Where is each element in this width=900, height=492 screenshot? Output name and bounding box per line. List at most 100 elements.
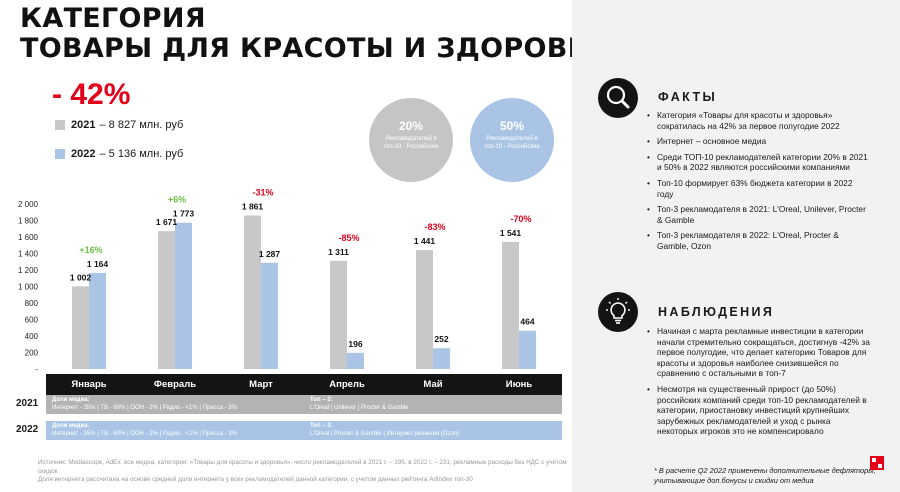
y-tick-label: 1 400 [18,250,39,259]
y-tick-label: - [35,365,38,374]
month-label-1: Январь [71,379,107,390]
row-2021-year: 2021 [16,398,39,409]
fact-item-3: Среди ТОП-10 рекламодателей категории 20… [646,152,871,173]
change-label-6: -70% [510,214,531,224]
data-label-2021-5: 1 441 [414,236,436,246]
legend-swatch-2022 [55,149,65,159]
legend-2022: 2022 – 5 136 млн. руб [55,148,183,160]
row-2022-top3: Топ – 3: L'Oreal | Procter & Gamble | Ин… [304,421,562,440]
data-label-2021-6: 1 541 [500,228,522,238]
source-footnote: Источник: Mediascope, AdEx, все медиа, к… [38,459,567,483]
legend-text-2021: – 8 827 млн. руб [99,119,184,131]
facts-list: Категория «Товары для красоты и здоровья… [646,110,871,257]
month-label-2: Февраль [153,379,197,390]
y-tick-label: 800 [25,299,39,308]
total-change: - 42% [52,78,131,111]
observations-title: НАБЛЮДЕНИЯ [658,305,775,319]
bar-2021-5 [416,250,433,369]
row-2022-year: 2022 [16,424,39,435]
bar-2022-3 [261,262,278,369]
bar-2021-2 [158,231,175,369]
data-label-2021-2: 1 671 [156,217,178,227]
y-tick-label: 1 800 [18,217,39,226]
row-2022: 2022 Доли медиа: Интернет - 35% | ТВ - 6… [0,421,562,440]
y-tick-label: 200 [25,349,39,358]
bar-2022-2 [175,222,192,369]
month-label-6: Июнь [505,379,533,390]
row-2022-media: Доли медиа: Интернет - 35% | ТВ - 60% | … [46,421,304,440]
y-tick-label: 400 [25,332,39,341]
fact-item-4: Топ-10 формирует 63% бюджета категории в… [646,178,871,199]
change-label-1: +16% [79,245,102,255]
fact-item-6: Топ-3 рекламодателя в 2022: L'Oreal, Pro… [646,230,871,251]
row-2022-top3-text: L'Oreal | Procter & Gamble | Интернет ре… [310,430,460,437]
row-2022-media-title: Доли медиа: [52,423,90,429]
bubble-2021-text: Рекламодателей в топ-10 - Российские [383,136,439,150]
y-tick-label: 1 200 [18,266,39,275]
y-tick-label: 1 600 [18,233,39,242]
bubble-2021-pct: 20% [398,119,424,133]
bar-2022-4 [347,352,364,369]
legend-year-2022: 2022 [71,148,96,160]
data-label-2022-4: 196 [348,339,362,349]
data-label-2021-4: 1 311 [328,247,349,257]
change-label-3: -31% [252,187,273,197]
month-label-4: Апрель [329,379,365,390]
month-header-row: Январь Февраль Март Апрель Май Июнь [46,374,562,395]
row-2021-media-title: Доли медиа: [52,397,90,403]
row-2021: 2021 Доли медиа: Интернет - 35% | ТВ - 6… [0,395,562,414]
magnifier-icon [598,78,638,118]
deflator-note: * В расчете Q2 2022 применены дополнител… [654,466,876,485]
row-2021-top3-text: L'Oreal | Unilever | Procter & Gamble [310,404,409,411]
legend-swatch-2021 [55,120,65,130]
facts-title: ФАКТЫ [658,90,718,104]
row-2021-media: Доли медиа: Интернет - 35% | ТВ - 60% | … [46,395,304,414]
row-2022-top3-title: Топ – 3: [310,423,333,429]
bar-2021-6 [502,241,519,369]
change-label-4: -85% [338,233,359,243]
month-label-5: Май [423,379,443,390]
observations-list: Начиная с марта рекламные инвестиции в к… [646,326,871,442]
legend-text-2022: – 5 136 млн. руб [99,148,184,160]
data-label-2022-6: 464 [520,317,534,327]
bar-2021-4 [330,260,347,369]
bar-chart: - 200 400 600 800 1 000 1 200 1 400 1 600 1 800 2 … [18,187,536,374]
bar-2022-5 [433,348,450,369]
title-line-1: КАТЕГОРИЯ [20,3,206,34]
bubble-2021: 20% Рекламодателей в топ-10 - Российские [369,98,453,182]
data-label-2022-1: 1 164 [87,259,109,269]
bar-2022-6 [519,330,536,369]
bubble-2022-text: Рекламодателей в топ-10 - Российские [484,136,540,150]
insights-panel: ФАКТЫ Категория «Товары для красоты и зд… [572,0,900,492]
row-2022-media-text: Интернет - 35% | ТВ - 60% | OOH - 2% | Р… [52,430,237,437]
data-label-2022-5: 252 [434,334,448,344]
data-label-2021-3: 1 861 [242,201,264,211]
month-label-3: Март [249,379,273,390]
row-2021-top3: Топ – 3: L'Oreal | Unilever | Procter & … [304,395,562,414]
observation-item-2: Несмотря на существенный прирост (до 50%… [646,384,871,437]
bar-2021-1 [72,286,89,369]
row-2021-media-text: Интернет - 35% | ТВ - 60% | OOH - 2% | Р… [52,404,237,411]
observation-item-1: Начиная с марта рекламные инвестиции в к… [646,326,871,379]
change-label-2: +6% [168,195,186,205]
row-2021-top3-title: Топ – 3: [310,397,333,403]
fact-item-5: Топ-3 рекламодателя в 2021: L'Oreal, Uni… [646,204,871,225]
bubble-2022-pct: 50% [499,119,525,133]
data-label-2022-2: 1 773 [173,209,195,219]
fact-item-1: Категория «Товары для красоты и здоровья… [646,110,871,131]
lightbulb-icon [598,292,638,332]
bar-2021-3 [244,215,261,369]
change-label-5: -83% [424,222,445,232]
fact-item-2: Интернет – основное медиа [646,136,871,147]
data-label-2021-1: 1 002 [70,272,92,282]
bubble-2022: 50% Рекламодателей в топ-10 - Российские [470,98,554,182]
y-tick-label: 2 000 [18,200,39,209]
legend-year-2021: 2021 [71,119,96,131]
data-label-2022-3: 1 287 [259,249,281,259]
y-tick-label: 600 [25,316,39,325]
bar-2022-1 [89,272,106,369]
y-tick-label: 1 000 [18,283,39,292]
legend-2021: 2021 – 8 827 млн. руб [55,119,183,131]
brand-logo [870,456,884,470]
title-line-2: ТОВАРЫ ДЛЯ КРАСОТЫ И ЗДОРОВЬЯ [20,33,610,64]
